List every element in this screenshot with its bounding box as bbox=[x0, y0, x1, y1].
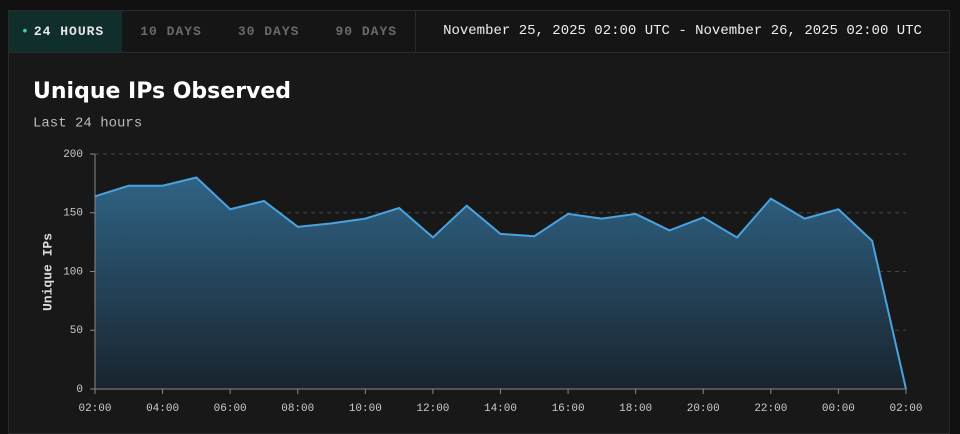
x-tick-label: 14:00 bbox=[484, 403, 517, 415]
tab[interactable]: 24 HOURS bbox=[9, 11, 123, 52]
x-tick-label: 00:00 bbox=[822, 403, 855, 415]
y-tick-label: 150 bbox=[63, 208, 83, 220]
area bbox=[95, 177, 906, 389]
chart: Unique IPs Observed Last 24 hours Unique… bbox=[33, 79, 923, 415]
chart-title: Unique IPs Observed bbox=[33, 79, 291, 104]
y-tick-label: 100 bbox=[63, 266, 83, 278]
y-axis-label: Unique IPs bbox=[40, 233, 55, 311]
top-bar: 24 HOURS 10 DAYS 30 DAYS 90 DAYS November 2… bbox=[8, 10, 950, 53]
chart-subtitle: Last 24 hours bbox=[33, 116, 142, 132]
x-tick-label: 02:00 bbox=[78, 403, 111, 415]
y-tick-label: 200 bbox=[63, 149, 83, 161]
tab[interactable]: 10 DAYS bbox=[140, 24, 202, 39]
x-tick-label: 22:00 bbox=[754, 403, 787, 415]
line bbox=[94, 176, 907, 390]
tab[interactable]: 30 DAYS bbox=[237, 24, 300, 39]
tab[interactable]: 90 DAYS bbox=[335, 24, 398, 39]
date-range: November 25, 2025 02:00 UTC - November 2… bbox=[443, 23, 922, 39]
x-tick-label: 06:00 bbox=[214, 403, 247, 415]
x-tick-label: 12:00 bbox=[416, 403, 449, 415]
x-tick-label: 08:00 bbox=[281, 403, 314, 415]
x-tick-label: 16:00 bbox=[552, 403, 585, 415]
page: 24 HOURS 10 DAYS 30 DAYS 90 DAYS November 2… bbox=[0, 0, 960, 420]
x-tick-label: 18:00 bbox=[619, 403, 652, 415]
y-tick-label: 0 bbox=[76, 384, 83, 396]
x-tick-label: 20:00 bbox=[687, 403, 720, 415]
x-tick-label: 04:00 bbox=[146, 403, 179, 415]
x-tick-label: 02:00 bbox=[889, 403, 922, 415]
x-tick-label: 10:00 bbox=[349, 403, 382, 415]
tabs: 24 HOURS 10 DAYS 30 DAYS 90 DAYS bbox=[9, 11, 417, 52]
y-tick-label: 50 bbox=[70, 325, 83, 337]
